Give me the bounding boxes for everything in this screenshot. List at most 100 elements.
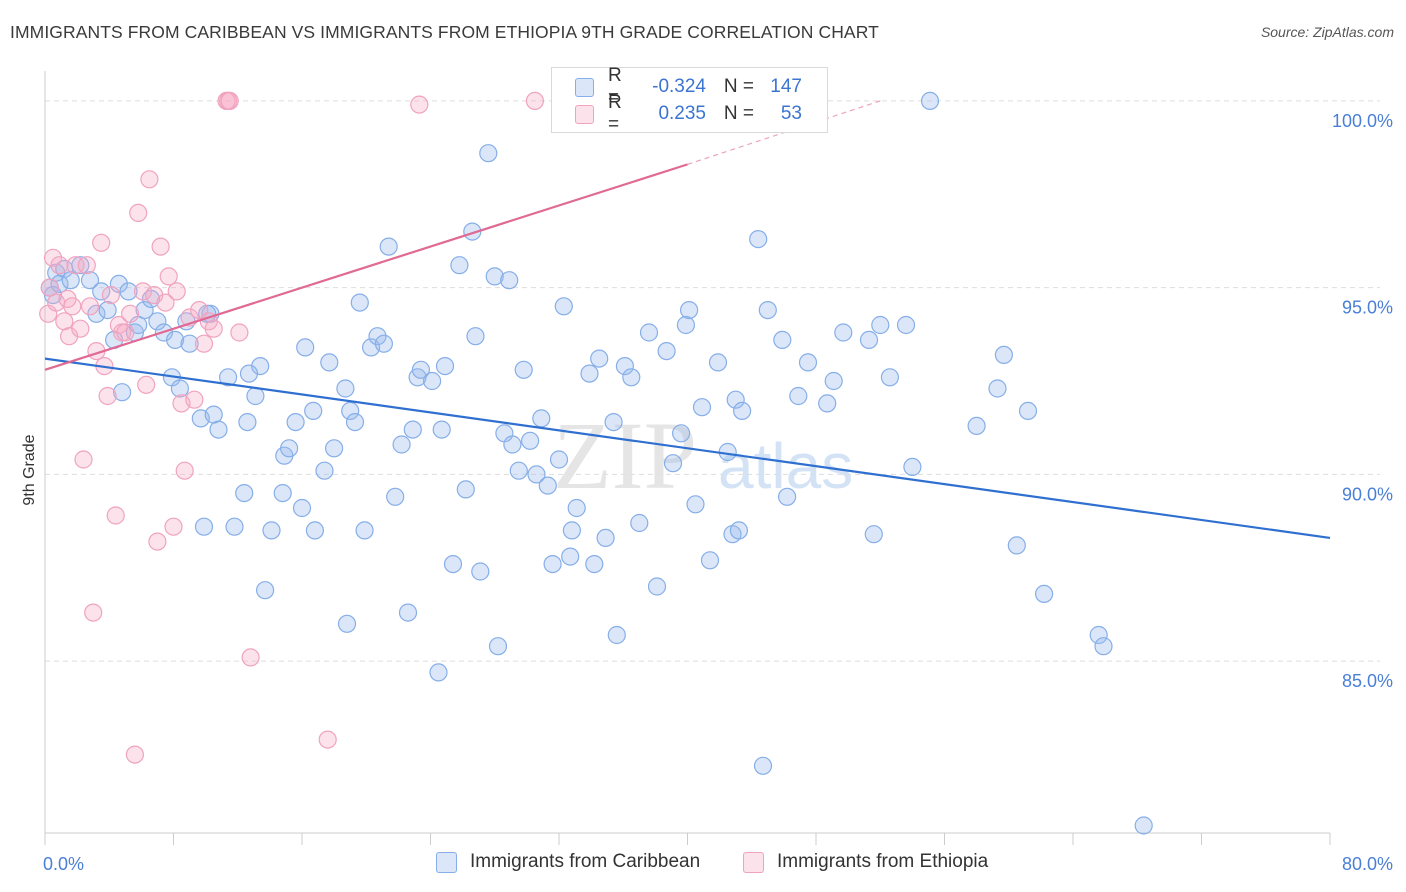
caribbean-point: [880, 368, 900, 387]
caribbean-point: [450, 256, 469, 275]
caribbean-point: [708, 353, 728, 372]
ethiopia-point: [175, 461, 194, 480]
legend-swatch-caribbean: [436, 851, 457, 873]
watermark-atlas: atlas: [718, 430, 853, 502]
caribbean-point: [679, 301, 699, 320]
legend-item-caribbean: Immigrants from Caribbean: [436, 851, 700, 873]
caribbean-point: [304, 401, 323, 420]
caribbean-point: [585, 554, 604, 574]
caribbean-point: [824, 371, 843, 391]
ethiopia-point: [137, 375, 156, 394]
caribbean-point: [647, 577, 667, 596]
caribbean-point: [292, 498, 312, 518]
caribbean-point: [798, 353, 818, 372]
caribbean-point: [398, 603, 418, 622]
y-tick-labels: 85.0% 90.0% 95.0% 100.0%: [1332, 111, 1393, 691]
ethiopia-point: [98, 386, 117, 406]
caribbean-point: [994, 345, 1014, 364]
caribbean-point: [834, 323, 853, 342]
caribbean-point: [336, 379, 355, 398]
caribbean-point: [758, 301, 777, 320]
legend-label-caribbean: Immigrants from Caribbean: [470, 851, 701, 872]
ethiopia-point: [116, 323, 135, 342]
caribbean-point: [262, 521, 281, 540]
ethiopia-point: [167, 282, 186, 301]
legend-swatch-ethiopia: [575, 104, 594, 124]
ethiopia-point: [148, 532, 167, 551]
caribbean-point: [967, 416, 986, 435]
ethiopia-point: [194, 334, 214, 353]
caribbean-point: [538, 476, 557, 495]
legend-row-caribbean: R = -0.324 N = 147: [552, 65, 802, 108]
ethiopia-point: [84, 603, 103, 622]
caribbean-point: [170, 379, 189, 398]
correlation-legend: R = -0.324 N = 147 R = 0.235 N = 53: [551, 65, 828, 135]
caribbean-point: [337, 614, 357, 633]
caribbean-point: [392, 435, 411, 454]
caribbean-point: [98, 301, 117, 320]
ethiopia-point: [164, 517, 183, 536]
chart-title: IMMIGRANTS FROM CARIBBEAN VS IMMIGRANTS …: [10, 22, 879, 42]
caribbean-point: [509, 461, 528, 480]
ethiopia-point: [121, 304, 140, 323]
caribbean-point: [532, 409, 551, 428]
ethiopia-point: [77, 256, 96, 275]
caribbean-point: [80, 271, 100, 290]
ethiopia-point: [159, 267, 178, 286]
ethiopia-point: [151, 237, 170, 256]
caribbean-point: [567, 498, 586, 518]
caribbean-point: [630, 513, 649, 533]
legend-item-ethiopia: Immigrants from Ethiopia: [743, 851, 988, 873]
caribbean-point: [273, 484, 292, 503]
legend-r-value: -0.324: [652, 76, 706, 97]
caribbean-point: [374, 334, 393, 353]
caribbean-point: [1018, 401, 1038, 420]
ethiopia-trend-line: [44, 163, 688, 371]
caribbean-point: [435, 357, 455, 376]
caribbean-point: [520, 431, 540, 450]
caribbean-point: [615, 357, 635, 376]
ethiopia-point: [204, 319, 223, 338]
caribbean-point: [443, 554, 463, 574]
legend-n-value: 147: [770, 76, 802, 97]
caribbean-point: [456, 480, 475, 499]
caribbean-point: [87, 304, 106, 323]
caribbean-point: [166, 330, 185, 349]
caribbean-point: [777, 487, 797, 506]
ethiopia-point: [525, 91, 545, 111]
caribbean-point: [239, 364, 259, 383]
caribbean-point: [896, 315, 916, 335]
ethiopia-point: [318, 730, 337, 749]
y-tick-label: 90.0%: [1342, 484, 1393, 504]
caribbean-point: [485, 267, 504, 286]
caribbean-point: [355, 521, 374, 540]
caribbean-point: [235, 484, 254, 503]
caribbean-point: [607, 625, 626, 645]
caribbean-point: [92, 282, 111, 301]
caribbean-point: [345, 413, 365, 432]
source-credit: Source: ZipAtlas.com: [1260, 24, 1394, 40]
x-tick-label: 0.0%: [43, 854, 84, 874]
y-axis-label: 9th Grade: [21, 434, 38, 505]
caribbean-point: [238, 413, 257, 432]
caribbean-point: [1007, 536, 1026, 555]
caribbean-point: [350, 293, 369, 312]
caribbean-point: [1034, 584, 1054, 604]
watermark: ZIP atlas: [553, 402, 853, 509]
caribbean-point: [864, 525, 883, 544]
ethiopia-point: [92, 233, 111, 252]
caribbean-point: [590, 349, 609, 368]
caribbean-point: [580, 364, 599, 383]
caribbean-point: [71, 256, 90, 275]
caribbean-point: [920, 91, 940, 111]
caribbean-point: [503, 435, 522, 454]
ethiopia-point: [410, 95, 429, 114]
caribbean-point: [657, 342, 676, 361]
caribbean-points: [40, 91, 1153, 835]
legend-r-value: 0.235: [658, 103, 706, 124]
caribbean-point: [61, 271, 80, 290]
caribbean-point: [305, 521, 324, 540]
ethiopia-points: [39, 91, 545, 764]
caribbean-point: [700, 551, 720, 570]
caribbean-point: [692, 398, 712, 417]
